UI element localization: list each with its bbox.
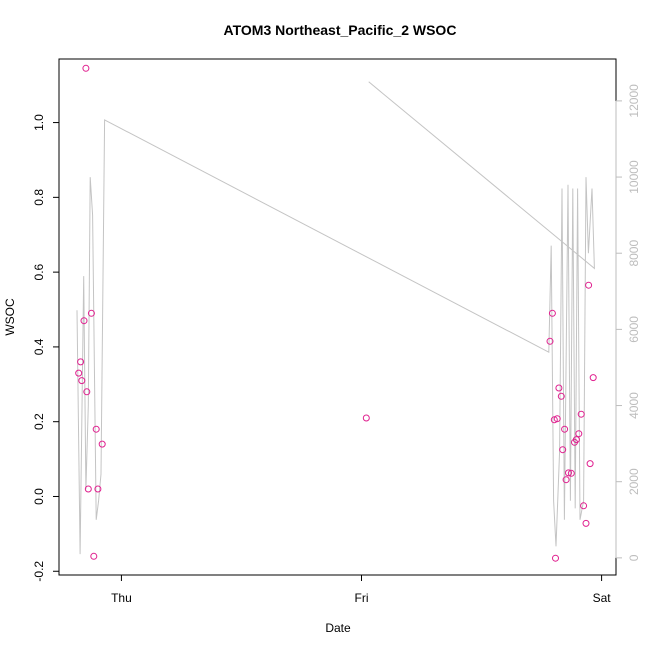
- y2-tick-label: 12000: [627, 84, 641, 118]
- data-point-14: [548, 309, 556, 317]
- y2-tick-label: 2000: [627, 468, 641, 495]
- x-tick-label-sat: Sat: [593, 591, 612, 605]
- data-point-30: [582, 519, 590, 527]
- data-point-26: [572, 436, 580, 444]
- y2-tick-label: 6000: [627, 316, 641, 343]
- x-tick-label-fri: Fri: [355, 591, 369, 605]
- y-axis-label: WSOC: [3, 298, 17, 336]
- data-point-33: [589, 374, 597, 382]
- data-point-19: [557, 392, 565, 400]
- data-point-27: [575, 430, 583, 438]
- y-tick-label: 0.6: [32, 263, 46, 280]
- data-point-2: [78, 377, 86, 385]
- y-tick-label: 0.8: [32, 189, 46, 206]
- data-point-9: [92, 425, 100, 433]
- data-point-4: [82, 64, 90, 72]
- data-point-20: [559, 446, 567, 454]
- data-point-0: [75, 369, 83, 377]
- altitude-line-layer: [76, 81, 595, 555]
- y-tick-label: -0.2: [32, 561, 46, 582]
- data-point-8: [90, 552, 98, 560]
- data-point-24: [567, 469, 575, 477]
- x-tick-label-thu: Thu: [111, 591, 132, 605]
- data-point-31: [585, 281, 593, 289]
- data-point-7: [87, 309, 95, 317]
- data-point-6: [84, 485, 92, 493]
- data-point-12: [362, 414, 370, 422]
- data-point-1: [77, 358, 85, 366]
- y-tick-label: 0.2: [32, 413, 46, 430]
- y2-tick-label: 0: [627, 554, 641, 561]
- data-point-17: [553, 415, 561, 423]
- chart-title: ATOM3 Northeast_Pacific_2 WSOC: [224, 22, 457, 38]
- data-point-10: [94, 485, 102, 493]
- data-point-18: [555, 384, 563, 392]
- y-tick-label: 0.0: [32, 488, 46, 505]
- data-point-28: [577, 410, 585, 418]
- y2-tick-label: 4000: [627, 392, 641, 419]
- data-point-32: [586, 460, 594, 468]
- y-tick-label: 1.0: [32, 114, 46, 131]
- data-point-16: [552, 554, 559, 562]
- y2-tick-label: 8000: [627, 240, 641, 267]
- x-axis-label: Date: [325, 621, 351, 635]
- data-point-5: [83, 388, 91, 396]
- data-point-23: [565, 469, 572, 477]
- data-point-3: [80, 317, 88, 325]
- data-point-21: [561, 425, 569, 433]
- altitude-line: [76, 81, 595, 555]
- data-point-29: [580, 502, 588, 510]
- y-tick-label: 0.4: [32, 338, 46, 355]
- data-point-22: [562, 476, 570, 484]
- y2-tick-label: 10000: [627, 160, 641, 194]
- y-axis-left: -0.2 0.0 0.2 0.4 0.6 0.8 1.0: [32, 114, 60, 582]
- plot-frame: [58, 58, 617, 576]
- wsoc-points-layer: [75, 64, 597, 562]
- data-point-11: [98, 440, 106, 448]
- data-point-13: [546, 337, 554, 345]
- y-axis-right: 0 2000 4000 6000 8000 10000 12000: [615, 84, 641, 561]
- x-axis: Thu Fri Sat: [111, 575, 611, 605]
